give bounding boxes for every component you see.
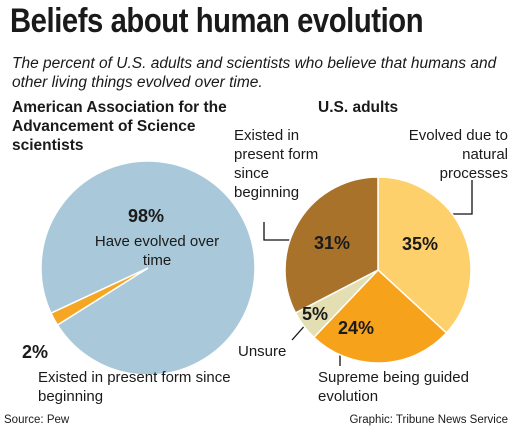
pie-slice	[377, 176, 472, 335]
slice-label: Have evolved over time	[94, 233, 220, 269]
value-label: 24%	[338, 318, 375, 338]
title: Beliefs about human evolution	[10, 2, 424, 40]
leader-line	[444, 180, 473, 215]
slice-label: Existed in present form since beginning	[234, 127, 319, 201]
pie-slice	[284, 176, 379, 314]
value-label: 5%	[302, 304, 329, 324]
value-label: 2%	[22, 342, 49, 362]
chart-title: U.S. adults	[318, 99, 399, 116]
subtitle: The percent of U.S. adults and scientist…	[12, 55, 497, 91]
source: Source: Pew	[4, 414, 70, 426]
slice-label: Supreme being guided evolution	[318, 369, 469, 405]
value-label: 31%	[314, 233, 351, 253]
slice-label: Unsure	[238, 343, 287, 360]
slice-label: Existed in present form since beginning	[38, 369, 231, 405]
value-label: 98%	[128, 206, 165, 226]
chart-title: American Association for the Advancement…	[12, 99, 227, 154]
credit: Graphic: Tribune News Service	[349, 414, 508, 426]
pie-slice	[312, 268, 448, 364]
leader-line	[263, 222, 298, 241]
pie-slice	[50, 267, 149, 327]
slice-label: Evolved due to natural processes	[408, 127, 508, 182]
value-label: 35%	[402, 234, 439, 254]
